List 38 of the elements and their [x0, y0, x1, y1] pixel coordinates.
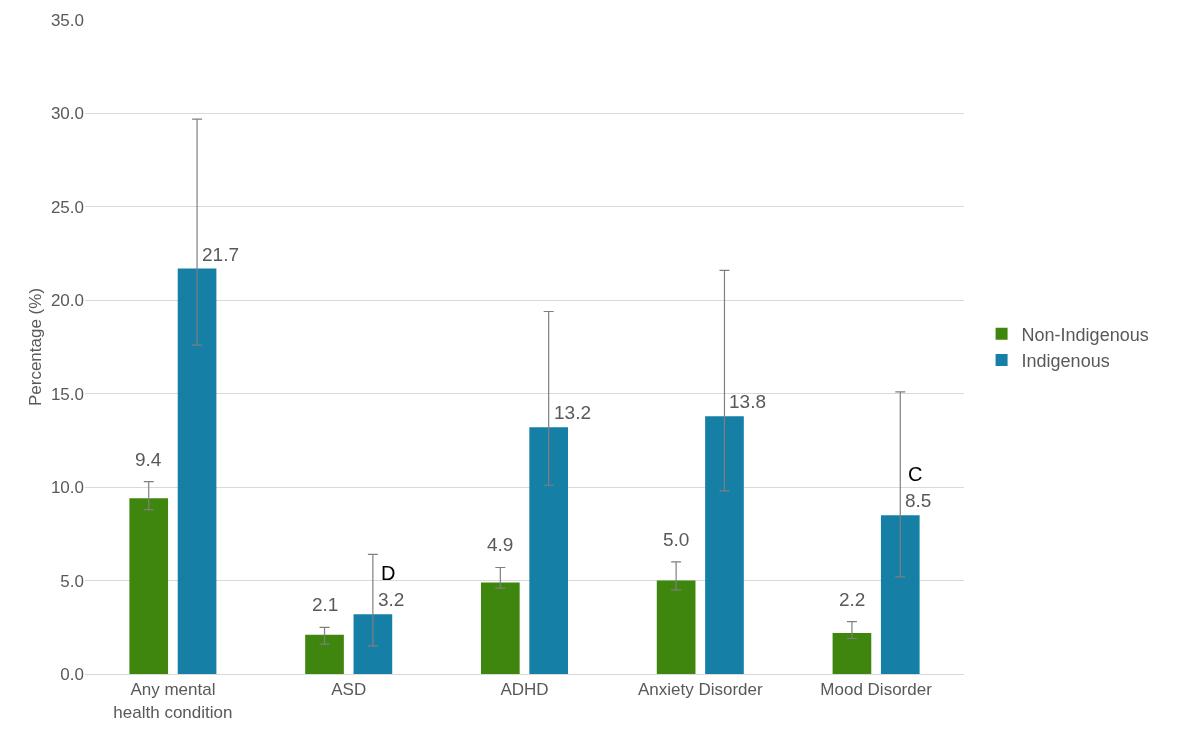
y-tick-label: 0.0	[60, 664, 84, 684]
bar	[129, 498, 169, 674]
data-label: 2.1	[312, 594, 339, 615]
y-tick-label: 30.0	[50, 104, 84, 124]
y-tick-label: 25.0	[50, 197, 84, 217]
data-label: 13.2	[554, 402, 591, 423]
x-tick-label: ASD	[331, 680, 367, 700]
bar	[880, 515, 920, 674]
data-label: 8.5	[905, 490, 932, 511]
x-tick-label: Mood Disorder	[820, 680, 933, 700]
y-axis-title: Percentage (%)	[26, 287, 45, 407]
annotation: C	[908, 463, 923, 485]
data-label: 13.8	[729, 391, 766, 412]
bar	[705, 416, 744, 674]
bar	[832, 632, 872, 674]
y-tick-label: 20.0	[50, 291, 84, 311]
bar	[353, 614, 393, 674]
data-label: 9.4	[135, 449, 162, 470]
data-label: 5.0	[663, 529, 690, 550]
y-tick-label: 35.0	[50, 10, 84, 30]
data-label: 4.9	[487, 534, 514, 555]
data-label: 2.2	[839, 589, 866, 610]
bar	[656, 580, 696, 674]
bar	[177, 268, 217, 674]
annotation: D	[381, 562, 396, 584]
x-tick-label: Anxiety Disorder	[637, 680, 763, 700]
bar	[305, 634, 344, 674]
bar	[529, 427, 569, 674]
legend-label: Non-Indigenous	[1021, 324, 1149, 345]
legend-label: Indigenous	[1021, 351, 1110, 372]
x-tick-label: ADHD	[500, 680, 549, 700]
bar	[480, 582, 520, 674]
data-label: 21.7	[202, 244, 239, 265]
y-tick-label: 10.0	[50, 478, 84, 498]
y-tick-label: 15.0	[50, 384, 84, 404]
data-label: 3.2	[378, 589, 405, 610]
y-tick-label: 5.0	[60, 571, 84, 591]
x-tick-label: Any mental health condition	[113, 680, 233, 722]
